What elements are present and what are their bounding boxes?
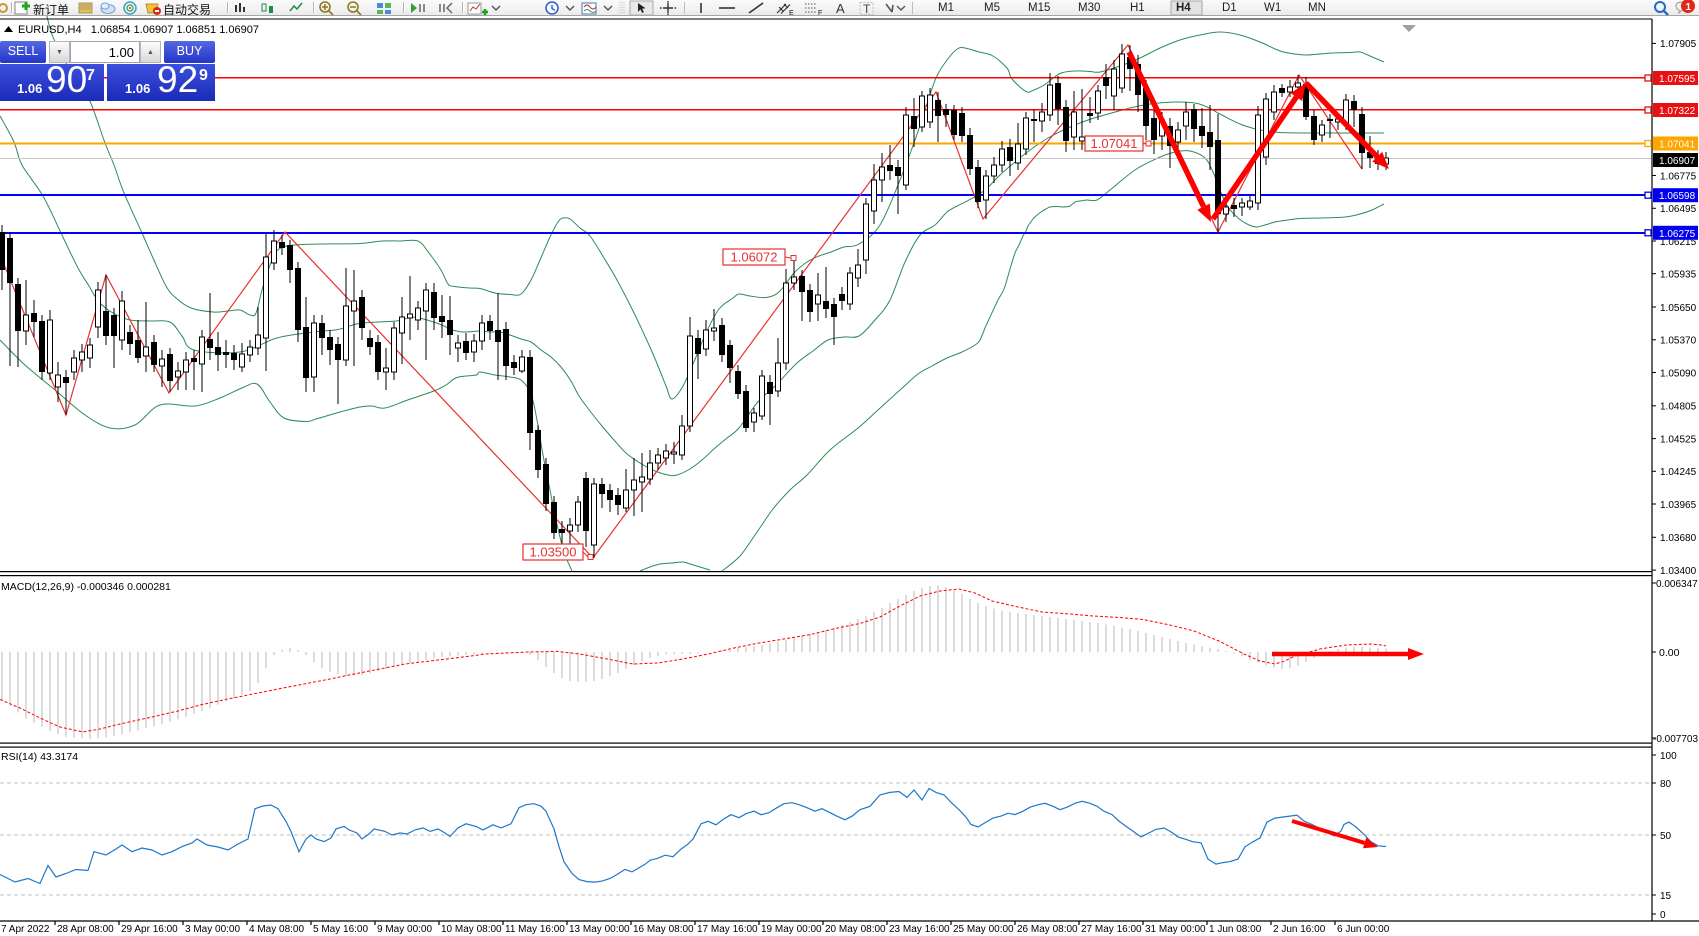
svg-text:1.06907: 1.06907	[1659, 156, 1696, 167]
svg-text:10 May 08:00: 10 May 08:00	[441, 924, 502, 935]
svg-text:A: A	[836, 1, 845, 16]
svg-text:1.04525: 1.04525	[1660, 434, 1697, 445]
svg-text:-0.007703: -0.007703	[1653, 734, 1698, 745]
svg-text:31 May 00:00: 31 May 00:00	[1145, 924, 1206, 935]
svg-text:1.07905: 1.07905	[1660, 39, 1697, 50]
svg-text:1.03400: 1.03400	[1660, 566, 1697, 577]
svg-text:T: T	[863, 2, 871, 16]
svg-text:1.06072: 1.06072	[731, 250, 778, 265]
svg-text:1.03500: 1.03500	[530, 545, 577, 560]
svg-text:7 Apr 2022: 7 Apr 2022	[1, 924, 50, 935]
svg-text:13 May 00:00: 13 May 00:00	[569, 924, 630, 935]
svg-text:5 May 16:00: 5 May 16:00	[313, 924, 368, 935]
svg-text:17 May 16:00: 17 May 16:00	[697, 924, 758, 935]
svg-text:28 Apr 08:00: 28 Apr 08:00	[57, 924, 114, 935]
svg-text:3 May 00:00: 3 May 00:00	[185, 924, 240, 935]
svg-text:1.07041: 1.07041	[1091, 136, 1138, 151]
svg-text:1.05370: 1.05370	[1660, 336, 1697, 347]
svg-text:2 Jun 16:00: 2 Jun 16:00	[1273, 924, 1326, 935]
svg-text:9 May 00:00: 9 May 00:00	[377, 924, 432, 935]
svg-text:23 May 16:00: 23 May 16:00	[889, 924, 950, 935]
svg-text:RSI(14) 43.3174: RSI(14) 43.3174	[1, 751, 78, 763]
svg-text:27 May 16:00: 27 May 16:00	[1081, 924, 1142, 935]
svg-text:16 May 08:00: 16 May 08:00	[633, 924, 694, 935]
svg-text:1.04805: 1.04805	[1660, 402, 1697, 413]
svg-text:1.04245: 1.04245	[1660, 467, 1697, 478]
svg-text:19 May 00:00: 19 May 00:00	[761, 924, 822, 935]
svg-text:1.07322: 1.07322	[1659, 106, 1696, 117]
svg-text:1: 1	[1686, 2, 1692, 13]
svg-text:1.06215: 1.06215	[1660, 237, 1697, 248]
svg-text:1.03965: 1.03965	[1660, 500, 1697, 511]
svg-text:100: 100	[1660, 751, 1677, 762]
svg-text:80: 80	[1660, 779, 1672, 790]
svg-text:29 Apr 16:00: 29 Apr 16:00	[121, 924, 178, 935]
svg-text:1.03680: 1.03680	[1660, 533, 1697, 544]
svg-text:26 May 08:00: 26 May 08:00	[1017, 924, 1078, 935]
svg-text:0: 0	[1660, 910, 1666, 921]
svg-text:11 May 16:00: 11 May 16:00	[505, 924, 565, 935]
svg-text:1.05090: 1.05090	[1660, 368, 1697, 379]
svg-text:0.00: 0.00	[1659, 647, 1680, 659]
svg-text:25 May 00:00: 25 May 00:00	[953, 924, 1014, 935]
svg-text:15: 15	[1660, 891, 1672, 902]
svg-text:E: E	[789, 10, 794, 16]
svg-text:1.07595: 1.07595	[1659, 74, 1696, 85]
svg-text:0.006347: 0.006347	[1656, 579, 1698, 590]
svg-text:1.06775: 1.06775	[1660, 171, 1697, 182]
svg-text:F: F	[818, 10, 822, 16]
svg-text:1.07041: 1.07041	[1659, 140, 1696, 151]
svg-text:1.06275: 1.06275	[1659, 229, 1696, 240]
svg-text:1 Jun 08:00: 1 Jun 08:00	[1209, 924, 1262, 935]
svg-text:1.05935: 1.05935	[1660, 270, 1697, 281]
svg-text:MACD(12,26,9) -0.000346 0.0002: MACD(12,26,9) -0.000346 0.000281	[1, 581, 171, 593]
svg-text:6 Jun 00:00: 6 Jun 00:00	[1337, 924, 1390, 935]
svg-text:1.06598: 1.06598	[1659, 191, 1696, 202]
svg-text:20 May 08:00: 20 May 08:00	[825, 924, 886, 935]
svg-text:1.06495: 1.06495	[1660, 204, 1697, 215]
svg-text:50: 50	[1660, 831, 1672, 842]
svg-text:1.05650: 1.05650	[1660, 303, 1697, 314]
svg-text:4 May 08:00: 4 May 08:00	[249, 924, 304, 935]
